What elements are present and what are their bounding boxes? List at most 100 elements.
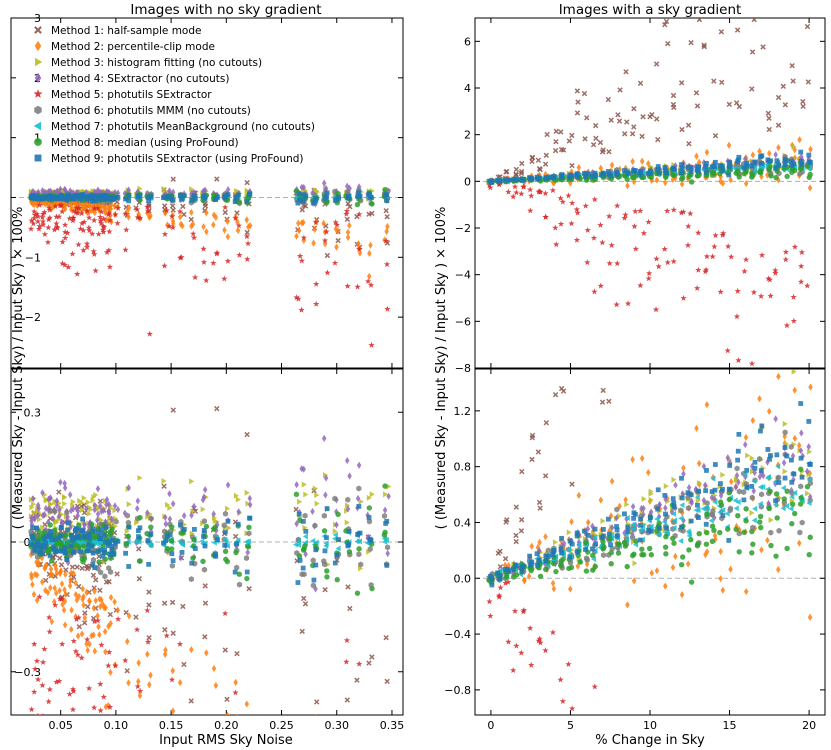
data-point-method-2 xyxy=(43,561,49,569)
data-point-method-5 xyxy=(91,217,98,224)
data-point-method-1 xyxy=(600,147,606,153)
data-point-method-5 xyxy=(166,223,173,229)
data-point-method-3 xyxy=(245,500,251,507)
data-point-method-5 xyxy=(767,292,774,299)
data-point-method-9 xyxy=(75,533,80,539)
data-point-method-1 xyxy=(558,129,564,135)
data-point-method-4 xyxy=(334,508,339,516)
data-point-method-1 xyxy=(606,398,612,404)
data-point-method-9 xyxy=(43,540,49,546)
data-point-method-2 xyxy=(704,401,710,409)
data-point-method-2 xyxy=(522,577,527,585)
data-point-method-2 xyxy=(126,213,131,221)
data-point-method-2 xyxy=(137,692,143,700)
data-point-method-9 xyxy=(720,486,725,492)
data-point-method-4 xyxy=(47,505,52,513)
data-point-method-5 xyxy=(74,209,82,216)
data-point-method-4 xyxy=(773,479,778,488)
data-point-method-5 xyxy=(557,195,564,201)
data-point-method-3 xyxy=(312,485,318,492)
data-point-method-9 xyxy=(758,468,764,473)
data-point-method-9 xyxy=(58,196,64,202)
data-point-method-9 xyxy=(656,170,662,176)
data-point-method-1 xyxy=(513,166,520,173)
data-point-method-4 xyxy=(170,500,176,508)
data-point-method-5 xyxy=(661,245,668,252)
data-point-method-2 xyxy=(73,579,78,587)
data-point-method-1 xyxy=(69,564,76,570)
data-point-method-5 xyxy=(568,220,575,227)
data-point-method-1 xyxy=(74,564,80,570)
panel-bottom-left: 0.050.100.150.200.250.300.35−0.30.00.3 xyxy=(10,368,404,732)
data-point-method-5 xyxy=(84,636,91,643)
data-point-method-9 xyxy=(765,447,771,452)
data-point-method-5 xyxy=(59,208,66,215)
data-point-method-9 xyxy=(126,193,132,198)
data-point-method-1 xyxy=(202,600,209,606)
data-point-method-8 xyxy=(560,556,566,562)
data-point-method-5 xyxy=(39,659,47,665)
data-point-method-5 xyxy=(190,234,198,241)
data-point-method-4 xyxy=(247,494,253,503)
data-point-method-8 xyxy=(233,549,239,556)
data-point-method-5 xyxy=(54,224,61,231)
data-point-method-8 xyxy=(73,542,79,548)
data-point-method-8 xyxy=(148,524,154,530)
data-point-method-1 xyxy=(232,533,239,540)
data-point-method-2 xyxy=(48,584,53,592)
data-point-method-2 xyxy=(366,272,372,280)
data-point-method-5 xyxy=(34,676,42,683)
data-point-method-5 xyxy=(622,211,629,218)
data-point-method-8 xyxy=(137,514,143,521)
data-point-method-8 xyxy=(169,546,175,552)
data-point-method-4 xyxy=(752,469,757,477)
data-point-method-8 xyxy=(670,171,676,178)
data-point-method-5 xyxy=(537,639,544,646)
data-point-method-4 xyxy=(97,502,103,510)
data-point-method-8 xyxy=(190,555,196,561)
data-point-method-9 xyxy=(670,496,676,502)
data-point-method-8 xyxy=(767,488,773,494)
data-point-method-5 xyxy=(553,241,560,248)
data-point-method-2 xyxy=(551,585,557,593)
data-point-method-5 xyxy=(298,306,305,313)
data-point-method-5 xyxy=(518,190,525,197)
data-point-method-3 xyxy=(323,471,329,478)
data-point-method-4 xyxy=(95,510,101,518)
data-point-method-5 xyxy=(733,313,741,320)
data-point-method-9 xyxy=(735,157,741,163)
data-point-method-5 xyxy=(670,258,677,265)
data-point-method-8 xyxy=(735,512,741,519)
data-point-method-9 xyxy=(625,524,631,530)
y-tick-label: −2 xyxy=(455,222,471,235)
data-point-method-2 xyxy=(213,681,219,690)
data-point-method-4 xyxy=(50,515,56,523)
data-point-method-1 xyxy=(169,599,176,606)
data-point-method-5 xyxy=(58,595,65,602)
data-point-method-5 xyxy=(324,269,331,276)
data-point-method-5 xyxy=(52,601,59,608)
data-point-method-5 xyxy=(783,322,791,329)
data-point-method-1 xyxy=(345,584,351,590)
data-point-method-5 xyxy=(69,217,77,224)
data-point-method-1 xyxy=(136,576,143,582)
data-point-method-6 xyxy=(358,561,364,568)
data-point-method-7 xyxy=(630,521,636,528)
data-point-method-9 xyxy=(768,158,773,164)
data-point-method-3 xyxy=(344,502,351,509)
x-tick-label: 0 xyxy=(487,719,494,732)
data-point-method-7 xyxy=(671,517,677,524)
data-point-method-2 xyxy=(163,646,168,654)
data-point-method-2 xyxy=(148,671,153,679)
data-point-method-9 xyxy=(536,558,542,563)
data-point-method-6 xyxy=(98,569,104,576)
data-point-method-4 xyxy=(789,486,794,494)
data-point-method-8 xyxy=(550,560,557,567)
data-point-method-5 xyxy=(505,578,512,585)
data-point-method-5 xyxy=(65,263,72,270)
data-point-method-6 xyxy=(201,566,208,573)
data-point-method-2 xyxy=(62,597,68,605)
data-point-method-2 xyxy=(529,542,534,550)
data-point-method-2 xyxy=(34,571,40,579)
data-point-method-9 xyxy=(551,548,556,554)
